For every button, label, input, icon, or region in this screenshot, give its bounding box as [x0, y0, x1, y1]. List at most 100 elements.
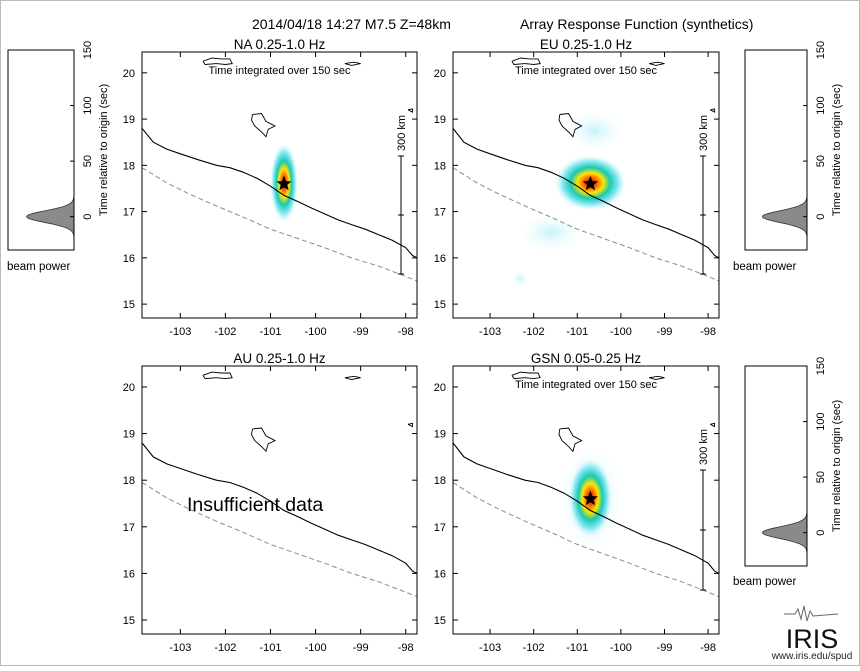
beam-tick-label: 100 — [815, 412, 827, 430]
beam-tick-label: 150 — [82, 41, 94, 59]
beam-tick-label: 100 — [82, 96, 94, 114]
y-tick-label: 19 — [434, 114, 446, 126]
y-tick-label: 18 — [434, 475, 446, 487]
x-tick-label: -102 — [214, 642, 236, 654]
x-tick-label: -101 — [566, 326, 588, 338]
panel-title: GSN 0.05-0.25 Hz — [531, 351, 642, 366]
x-tick-label: -103 — [169, 642, 191, 654]
x-tick-label: -98 — [700, 642, 716, 654]
x-tick-label: -98 — [398, 642, 414, 654]
y-tick-label: 15 — [123, 615, 135, 627]
island-outline — [512, 372, 540, 379]
x-tick-label: -102 — [523, 326, 545, 338]
y-tick-label: 19 — [123, 429, 135, 441]
y-tick-label: 19 — [123, 114, 135, 126]
beam-tick-label: 50 — [82, 155, 94, 167]
island-outline — [512, 58, 540, 65]
iris-logo: IRIS www.iris.edu/spud — [771, 606, 853, 662]
map-panel: EU 0.25-1.0 Hz -103 -102 -101 -100 -99 -98 15 16… — [434, 37, 719, 338]
island-outline — [408, 109, 413, 112]
island-outline — [252, 114, 276, 137]
product-title: Array Response Function (synthetics) — [520, 16, 753, 32]
integration-note: Time integrated over 150 sec — [515, 379, 658, 391]
y-tick-label: 20 — [123, 382, 135, 394]
integration-note: Time integrated over 150 sec — [208, 65, 351, 77]
island-outline — [252, 428, 276, 451]
island-outline — [345, 376, 361, 379]
x-tick-label: -101 — [259, 642, 281, 654]
beam-tick-label: 100 — [815, 96, 827, 114]
island-outline — [203, 372, 232, 379]
event-title: 2014/04/18 14:27 M7.5 Z=48km — [252, 16, 451, 32]
y-tick-label: 15 — [434, 299, 446, 311]
scale-bar-label: 300 km — [698, 429, 710, 465]
x-tick-label: -99 — [657, 326, 673, 338]
panel-title: AU 0.25-1.0 Hz — [233, 351, 326, 366]
y-tick-label: 20 — [434, 68, 446, 80]
x-tick-label: -99 — [353, 642, 369, 654]
y-tick-label: 15 — [123, 299, 135, 311]
beam-xlabel: beam power — [733, 576, 796, 588]
beam-tick-label: 150 — [815, 41, 827, 59]
beam-tick-label: 0 — [815, 214, 827, 220]
panel-title: NA 0.25-1.0 Hz — [234, 37, 326, 52]
x-tick-label: -102 — [214, 326, 236, 338]
y-tick-label: 16 — [434, 568, 446, 580]
x-tick-label: -103 — [479, 326, 501, 338]
x-tick-label: -103 — [169, 326, 191, 338]
scale-bar-label: 300 km — [396, 115, 408, 151]
y-tick-label: 17 — [434, 207, 446, 219]
figure-svg: 2014/04/18 14:27 M7.5 Z=48km Array Respo… — [0, 0, 860, 666]
x-tick-label: -101 — [259, 326, 281, 338]
beam-power-panel: 0 50 100 150 Time relative to origin (sec) be… — [733, 41, 843, 273]
beam-ylabel: Time relative to origin (sec) — [98, 84, 110, 216]
iris-logo-text: IRIS — [786, 624, 839, 654]
map-panel: AU 0.25-1.0 Hz -103 -102 -101 -100 -99 -98 15 16… — [123, 351, 417, 654]
x-tick-label: -100 — [610, 642, 632, 654]
beam-power-panel: 050100150Time relative to origin (sec)be… — [733, 357, 843, 588]
insufficient-data-note: Insufficient data — [187, 494, 323, 516]
beam-power-curve — [762, 483, 807, 566]
sidelobe — [519, 212, 583, 252]
panel-title: EU 0.25-1.0 Hz — [540, 37, 633, 52]
seismogram-icon — [784, 606, 838, 621]
x-tick-label: -100 — [305, 642, 327, 654]
beam-xlabel: beam power — [733, 261, 796, 273]
island-outline — [203, 58, 232, 65]
map-panel: NA 0.25-1.0 Hz -103 -102 -101 -100 -99 -98 15 16… — [123, 37, 417, 338]
beam-tick-label: 50 — [815, 155, 827, 167]
y-tick-label: 18 — [123, 160, 135, 172]
island-outline — [710, 109, 714, 112]
y-tick-label: 17 — [123, 522, 135, 534]
beam-power-curve — [27, 167, 75, 250]
sidelobe — [565, 111, 625, 151]
beam-tick-label: 50 — [815, 471, 827, 483]
y-tick-label: 16 — [123, 253, 135, 265]
scale-bar-label: 300 km — [698, 115, 710, 151]
iris-url: www.iris.edu/spud — [771, 651, 853, 662]
beam-tick-label: 0 — [815, 530, 827, 536]
x-tick-label: -103 — [479, 642, 501, 654]
map-panel: GSN 0.05-0.25 Hz -103 -102 -101 -100 -99 -98 15… — [434, 351, 719, 654]
beam-ylabel: Time relative to origin (sec) — [831, 84, 843, 216]
x-tick-label: -102 — [523, 642, 545, 654]
x-tick-label: -98 — [700, 326, 716, 338]
y-tick-label: 19 — [434, 429, 446, 441]
y-tick-label: 17 — [434, 522, 446, 534]
x-tick-label: -99 — [353, 326, 369, 338]
x-tick-label: -100 — [610, 326, 632, 338]
y-tick-label: 16 — [434, 253, 446, 265]
y-tick-label: 16 — [123, 568, 135, 580]
y-tick-label: 18 — [123, 475, 135, 487]
y-tick-label: 15 — [434, 615, 446, 627]
x-tick-label: -100 — [305, 326, 327, 338]
integration-note: Time integrated over 150 sec — [515, 65, 658, 77]
sidelobe — [512, 271, 530, 287]
x-tick-label: -101 — [566, 642, 588, 654]
x-tick-label: -98 — [398, 326, 414, 338]
beam-tick-label: 0 — [82, 214, 94, 220]
figure: 2014/04/18 14:27 M7.5 Z=48km Array Respo… — [0, 0, 860, 666]
beam-power-panel: 050100150Time relative to origin (sec)be… — [7, 41, 110, 273]
y-tick-label: 20 — [434, 382, 446, 394]
y-tick-label: 18 — [434, 160, 446, 172]
